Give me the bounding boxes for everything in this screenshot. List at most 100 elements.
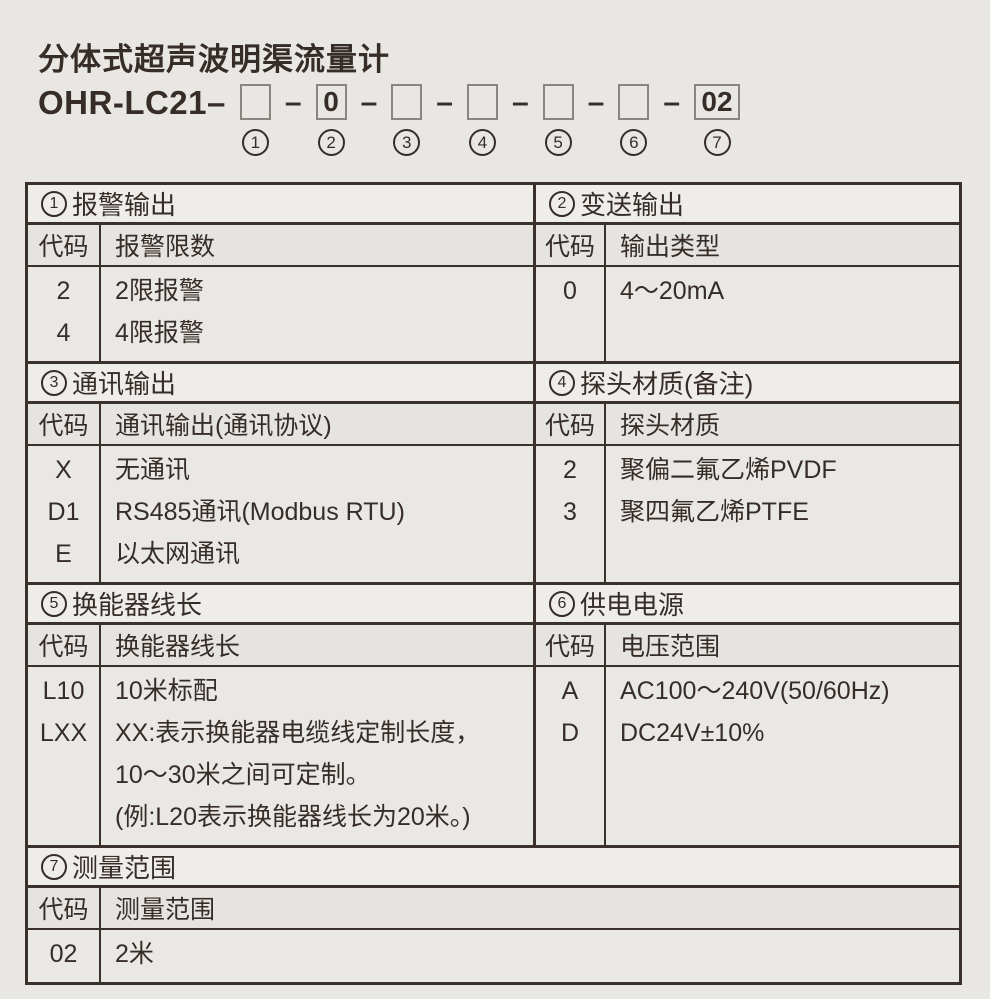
table-band: 3 通讯输出 代码 通讯输出(通讯协议) X D1 E 无通讯 RS485通讯(Modbus R… xyxy=(28,364,959,585)
model-code-box: 0 xyxy=(315,84,347,120)
circled-marker-icon: 2 xyxy=(317,129,345,156)
desc-line: RS485通讯(Modbus RTU) xyxy=(115,498,405,526)
table-band: 1 报警输出 代码 报警限数 2 4 2限报警 4限报警 2 变送输出 代码 输出类型 0 4～20mA xyxy=(28,185,959,364)
spec-section-6: 6 供电电源 代码 电压范围 A D AC100～240V(50/60Hz) DC24V±10… xyxy=(536,585,959,845)
value-cell: 2米 xyxy=(101,930,959,982)
code-column-header: 代码 xyxy=(536,404,606,446)
desc-line: 聚偏二氟乙烯PVDF xyxy=(620,456,837,484)
dash-separator-icon: – xyxy=(360,86,378,119)
section-table: 代码 电压范围 A D AC100～240V(50/60Hz) DC24V±10% xyxy=(536,625,959,845)
code-line: 0 xyxy=(563,277,577,305)
value-column-header: 探头材质 xyxy=(606,404,959,446)
dash-separator-icon: – xyxy=(436,86,453,119)
value-cell: 4～20mA xyxy=(606,267,959,361)
section-table: 代码 探头材质 2 3 聚偏二氟乙烯PVDF 聚四氟乙烯PTFE xyxy=(536,404,959,582)
desc-line: AC100～240V(50/60Hz) xyxy=(620,677,890,705)
circled-number-icon: 7 xyxy=(41,853,67,880)
code-line: D xyxy=(560,719,580,747)
section-title-label: 通讯输出 xyxy=(72,369,177,399)
code-line: L10 xyxy=(42,677,85,705)
value-column-header: 通讯输出(通讯协议) xyxy=(101,404,533,446)
value-cell: 2限报警 4限报警 xyxy=(101,267,533,361)
section-title-label: 测量范围 xyxy=(72,853,177,883)
desc-line: 2限报警 xyxy=(115,277,204,305)
code-line: 2 xyxy=(563,456,577,484)
model-segment-5: 5 xyxy=(542,84,574,156)
section-title-label: 报警输出 xyxy=(72,190,177,220)
model-prefix: OHR-LC21– xyxy=(38,84,226,121)
desc-line: XX:表示换能器电缆线定制长度， xyxy=(115,719,481,747)
model-segment-7: 02 7 xyxy=(694,84,740,156)
model-code-box xyxy=(239,84,271,120)
section-title: 4 探头材质(备注) xyxy=(536,364,959,404)
desc-line: 10米标配 xyxy=(115,677,218,705)
circled-number-icon: 5 xyxy=(41,590,67,617)
section-title-label: 换能器线长 xyxy=(72,590,203,620)
value-column-header: 输出类型 xyxy=(606,225,959,267)
section-title: 7 测量范围 xyxy=(28,848,959,888)
code-line: X xyxy=(55,456,72,484)
model-code-box: 02 xyxy=(694,84,740,120)
model-code-box xyxy=(542,84,574,120)
circled-number-icon: 3 xyxy=(41,369,67,396)
dash-separator-icon: – xyxy=(587,86,605,119)
value-cell: 聚偏二氟乙烯PVDF 聚四氟乙烯PTFE xyxy=(606,446,959,582)
section-title: 6 供电电源 xyxy=(536,585,959,625)
desc-line: 以太网通讯 xyxy=(115,540,241,568)
circled-marker-icon: 4 xyxy=(468,129,496,156)
desc-line: 无通讯 xyxy=(115,456,191,484)
section-title: 1 报警输出 xyxy=(28,185,533,225)
circled-marker-icon: 5 xyxy=(544,129,572,156)
code-line xyxy=(28,754,99,796)
code-line: 4 xyxy=(56,319,71,347)
section-title-label: 供电电源 xyxy=(580,590,685,620)
code-column-header: 代码 xyxy=(536,625,606,667)
dash-separator-icon: – xyxy=(663,86,680,119)
model-code-box xyxy=(391,84,423,120)
code-cell: 0 xyxy=(536,267,606,361)
model-segments: 1–0 2–3–4–5–6–02 7 xyxy=(239,84,740,156)
desc-line: 4～20mA xyxy=(620,277,725,305)
spec-section-3: 3 通讯输出 代码 通讯输出(通讯协议) X D1 E 无通讯 RS485通讯(Modbus R… xyxy=(28,364,536,582)
spec-table: 1 报警输出 代码 报警限数 2 4 2限报警 4限报警 2 变送输出 代码 输出类型 0 4～20mA 3… xyxy=(25,182,962,985)
circled-marker-icon: 6 xyxy=(620,129,648,156)
model-segment-4: 4 xyxy=(466,84,498,156)
code-cell: 02 xyxy=(28,930,101,982)
section-title: 3 通讯输出 xyxy=(28,364,533,404)
value-column-header: 换能器线长 xyxy=(101,625,533,667)
spec-section-7: 7 测量范围 代码 测量范围 02 2米 xyxy=(28,848,959,982)
page-title: 分体式超声波明渠流量计 xyxy=(38,42,390,77)
model-code-box xyxy=(466,84,498,120)
table-band: 7 测量范围 代码 测量范围 02 2米 xyxy=(28,848,959,982)
desc-line: 聚四氟乙烯PTFE xyxy=(620,498,809,526)
circled-marker-icon: 3 xyxy=(393,129,421,156)
model-segment-1: 1 xyxy=(239,84,271,156)
desc-line: 2米 xyxy=(115,940,154,968)
value-column-header: 测量范围 xyxy=(101,888,959,930)
code-column-header: 代码 xyxy=(536,225,606,267)
value-column-header: 报警限数 xyxy=(101,225,533,267)
value-cell: 10米标配 XX:表示换能器电缆线定制长度， 10～30米之间可定制。 (例:L20表… xyxy=(101,667,533,845)
dash-separator-icon: – xyxy=(511,86,529,119)
circled-number-icon: 1 xyxy=(41,190,67,217)
desc-line: (例:L20表示换能器线长为20米。) xyxy=(115,803,471,831)
code-column-header: 代码 xyxy=(28,404,101,446)
circled-number-icon: 6 xyxy=(549,590,575,617)
circled-marker-icon: 7 xyxy=(703,129,731,156)
model-segment-6: 6 xyxy=(618,84,650,156)
desc-line: DC24V±10% xyxy=(620,719,765,747)
code-cell: L10 LXX xyxy=(28,667,101,845)
value-cell: AC100～240V(50/60Hz) DC24V±10% xyxy=(606,667,959,845)
code-line: E xyxy=(55,540,72,568)
model-code-line: OHR-LC21– 1–0 2–3–4–5–6–02 7 xyxy=(38,84,740,156)
section-table: 代码 测量范围 02 2米 xyxy=(28,888,959,982)
desc-line: 10～30米之间可定制。 xyxy=(115,761,371,789)
section-table: 代码 报警限数 2 4 2限报警 4限报警 xyxy=(28,225,533,361)
code-line: D1 xyxy=(47,498,80,526)
value-cell: 无通讯 RS485通讯(Modbus RTU) 以太网通讯 xyxy=(101,446,533,582)
code-line: 2 xyxy=(56,277,71,305)
section-table: 代码 换能器线长 L10 LXX 10米标配 XX:表示换能器电缆线定制长度， 10～30米… xyxy=(28,625,533,845)
